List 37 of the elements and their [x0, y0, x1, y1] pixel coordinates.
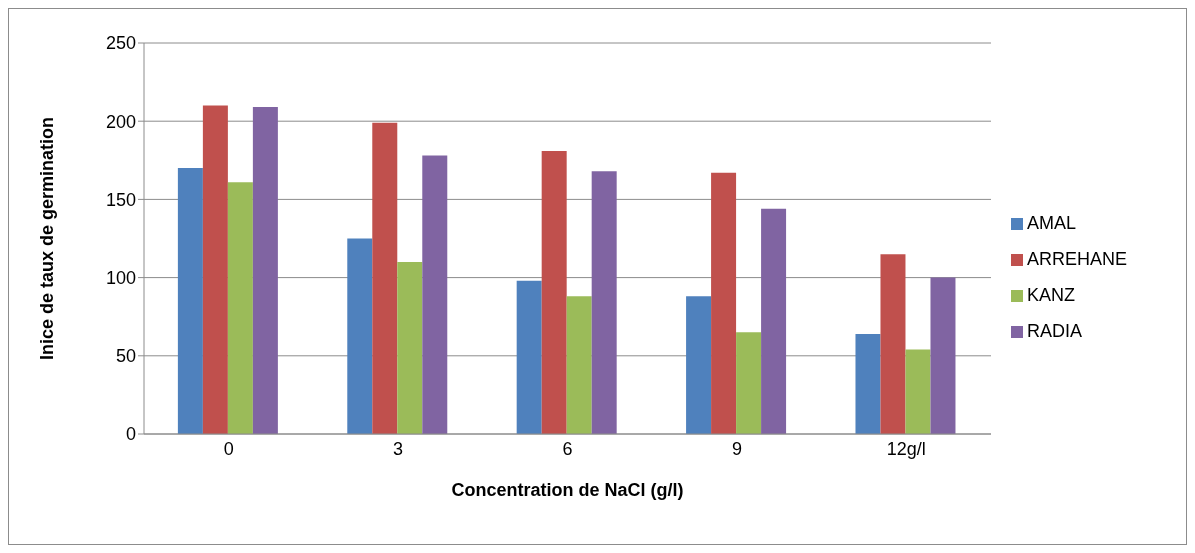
x-tick-label: 6 [562, 438, 573, 459]
bar [736, 332, 762, 434]
bar [227, 182, 253, 434]
bar [930, 277, 956, 434]
legend-label: ARREHANE [1027, 248, 1128, 269]
bar [397, 261, 423, 434]
x-tick-label: 12g/l [886, 438, 926, 459]
y-tick-label: 0 [125, 424, 136, 445]
y-tick-label: 150 [105, 189, 136, 210]
bar [347, 238, 373, 434]
bar [202, 105, 228, 434]
bar [252, 107, 278, 434]
bar [422, 155, 448, 434]
bar [591, 171, 617, 434]
bar [566, 296, 592, 434]
bar [880, 254, 906, 434]
y-tick-label: 100 [105, 267, 136, 288]
bar [516, 280, 542, 434]
bar [686, 296, 712, 434]
bar [541, 150, 567, 434]
x-tick-label: 0 [223, 438, 234, 459]
legend-label: AMAL [1027, 212, 1077, 233]
y-tick-label: 200 [105, 111, 136, 132]
y-axis-title: Inice de taux de germination [37, 116, 58, 361]
bar [177, 168, 203, 434]
legend-label: KANZ [1027, 284, 1076, 305]
bar [711, 172, 737, 434]
bar [372, 122, 398, 434]
y-tick-label: 50 [115, 346, 136, 367]
x-tick-label: 9 [731, 438, 742, 459]
bar [761, 208, 787, 434]
bar [855, 333, 881, 434]
legend-label: RADIA [1027, 320, 1083, 341]
y-tick-label: 250 [105, 33, 136, 54]
bar [905, 349, 931, 434]
x-axis-title: Concentration de NaCl (g/l) [451, 480, 684, 500]
x-tick-label: 3 [393, 438, 404, 459]
